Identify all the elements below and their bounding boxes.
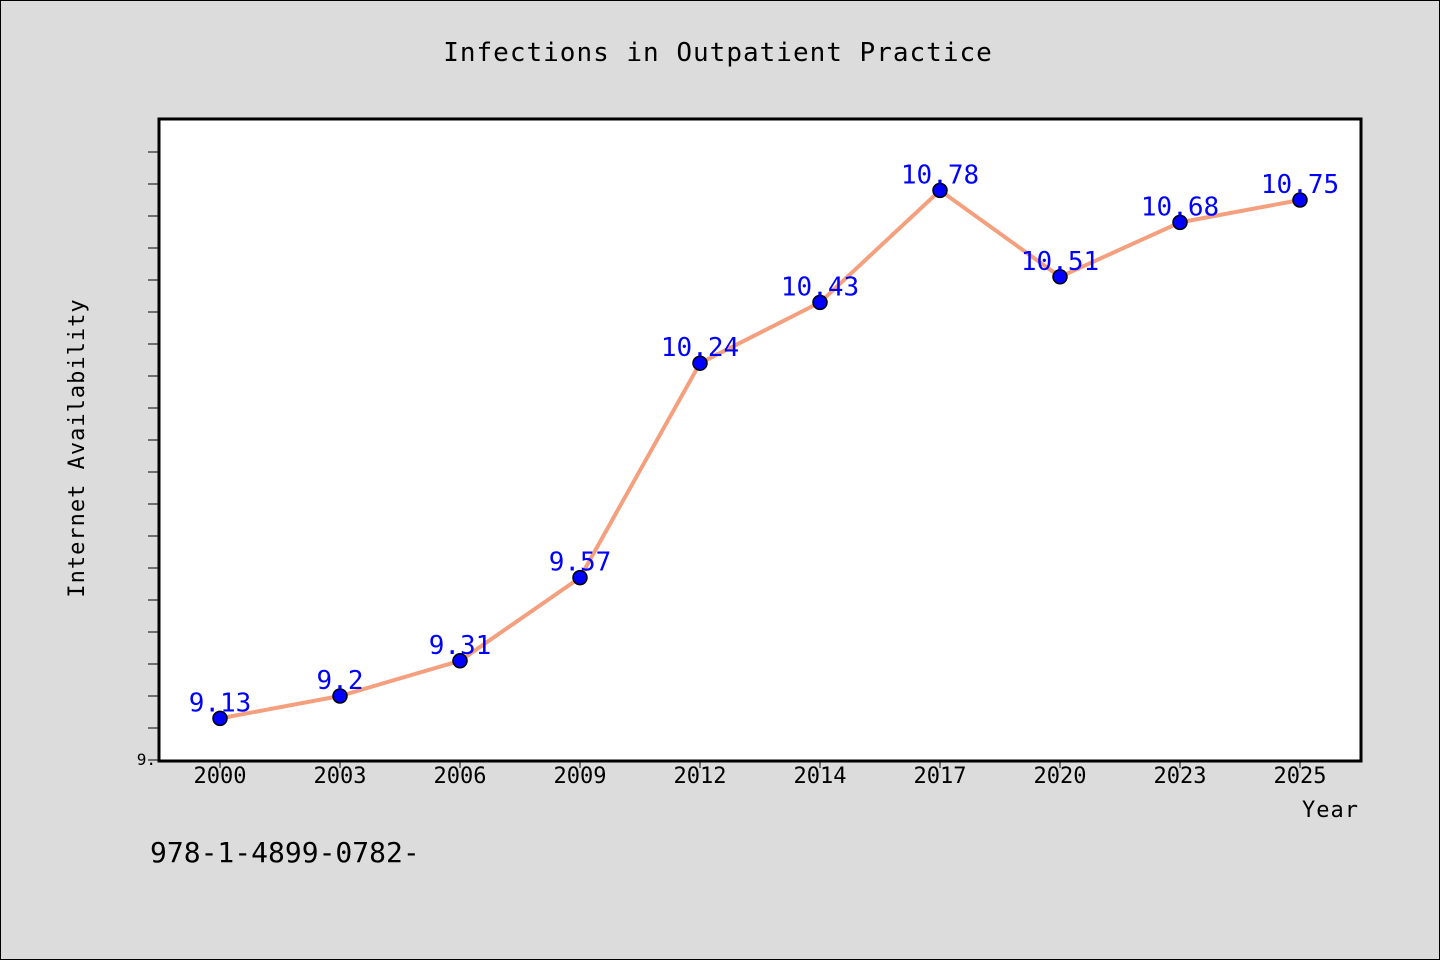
data-label: 9.31 [429,631,492,661]
y-axis-label: Internet Availability [65,298,90,597]
data-point [212,710,228,727]
data-point [572,569,588,586]
data-label: 9.2 [317,666,364,696]
x-tick-label: 2003 [314,764,367,789]
footer-text: 978-1-4899-0782- [150,836,420,869]
plot-area [157,117,1363,763]
x-axis-ticks: 2000 2003 2006 2009 2012 2014 2017 2020 2023 2025 [194,760,1327,789]
x-tick-label: 2020 [1034,764,1087,789]
data-point [452,653,468,669]
series-line [218,188,1302,721]
x-tick-label: 2014 [794,764,847,789]
data-label: 10.78 [901,160,979,190]
data-point [932,182,948,199]
x-tick-label: 2025 [1274,764,1327,789]
x-tick-label: 2000 [194,764,247,789]
y-axis-ticks: 9. [137,151,160,769]
data-label: 9.13 [189,688,252,718]
x-tick-label: 2012 [674,764,727,789]
data-label: 9.57 [549,548,612,578]
x-tick-label: 2023 [1154,764,1207,789]
x-axis-label: Year [1302,798,1359,823]
x-tick-label: 2006 [434,764,487,789]
data-point [692,355,708,371]
data-point [1052,269,1068,285]
x-tick-label: 2009 [554,764,607,789]
chart-title: Infections in Outpatient Practice [443,38,993,68]
data-label: 10.24 [661,333,739,363]
data-markers [212,182,1308,727]
x-tick-label: 2017 [914,764,967,789]
data-point [812,294,828,311]
data-point [1172,214,1188,231]
data-label: 10.43 [781,272,859,302]
data-point [1292,192,1308,208]
data-point [332,688,348,704]
data-label: 10.68 [1141,192,1219,222]
data-label: 10.75 [1261,170,1339,200]
data-labels: 9.13 9.2 9.31 9.57 10.24 10.43 10.78 10.51 10.68… [189,160,1339,718]
y-tick-label: 9. [137,750,156,769]
data-label: 10.51 [1021,247,1099,277]
